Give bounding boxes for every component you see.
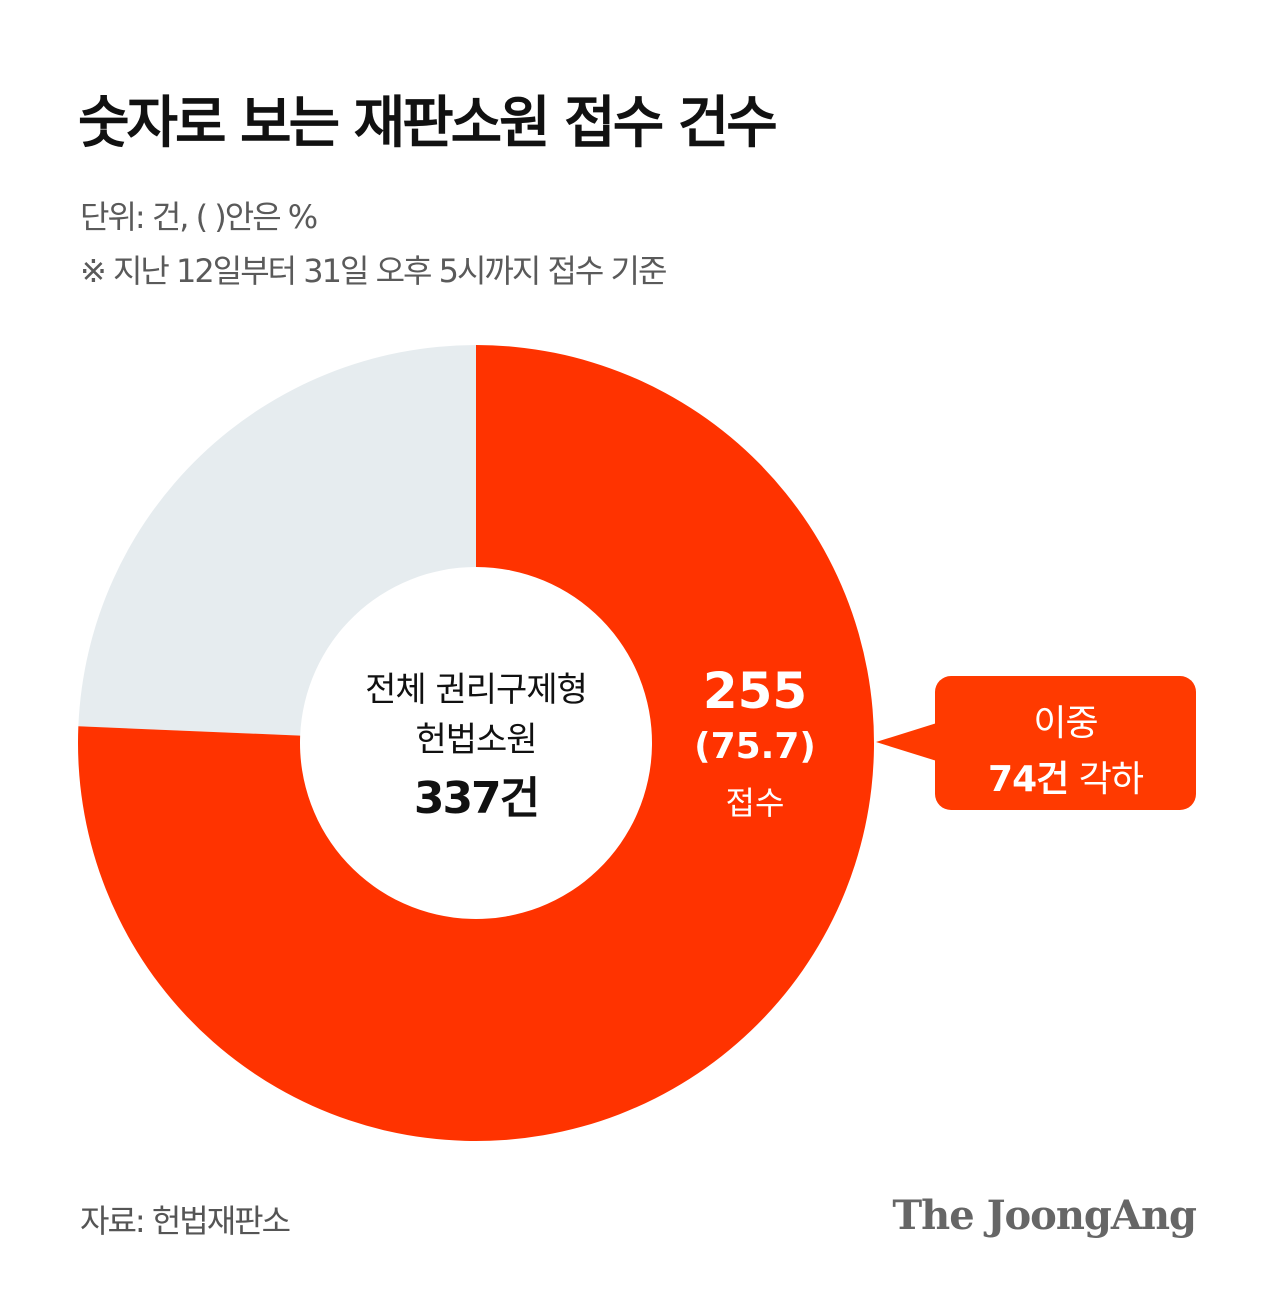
logo: The JoongAng [892, 1192, 1197, 1239]
slice-value: 255 [702, 662, 808, 720]
chart-title: 숫자로 보는 재판소원 접수 건수 [78, 91, 778, 156]
center-label-line1: 전체 권리구제형 [365, 670, 588, 710]
center-total: 337건 [413, 773, 540, 824]
slice-percent: (75.7) [694, 726, 816, 767]
period-note: ※ 지난 12일부터 31일 오후 5시까지 접수 기준 [80, 252, 667, 290]
callout-box: 이중 74건 각하 [935, 676, 1196, 810]
callout-line1: 이중 [1033, 703, 1098, 744]
donut-slice-0 [77, 345, 875, 1141]
center-label-line2: 헌법소원 [415, 720, 537, 760]
source-note: 자료: 헌법재판소 [80, 1202, 291, 1240]
callout-text: 각하 [1078, 759, 1144, 800]
unit-note: 단위: 건, ( )안은 % [80, 198, 318, 236]
callout-value: 74건 [988, 759, 1069, 800]
slice-text: 접수 [725, 784, 785, 822]
callout-pointer [876, 722, 940, 762]
donut-slice-1 [78, 345, 476, 736]
